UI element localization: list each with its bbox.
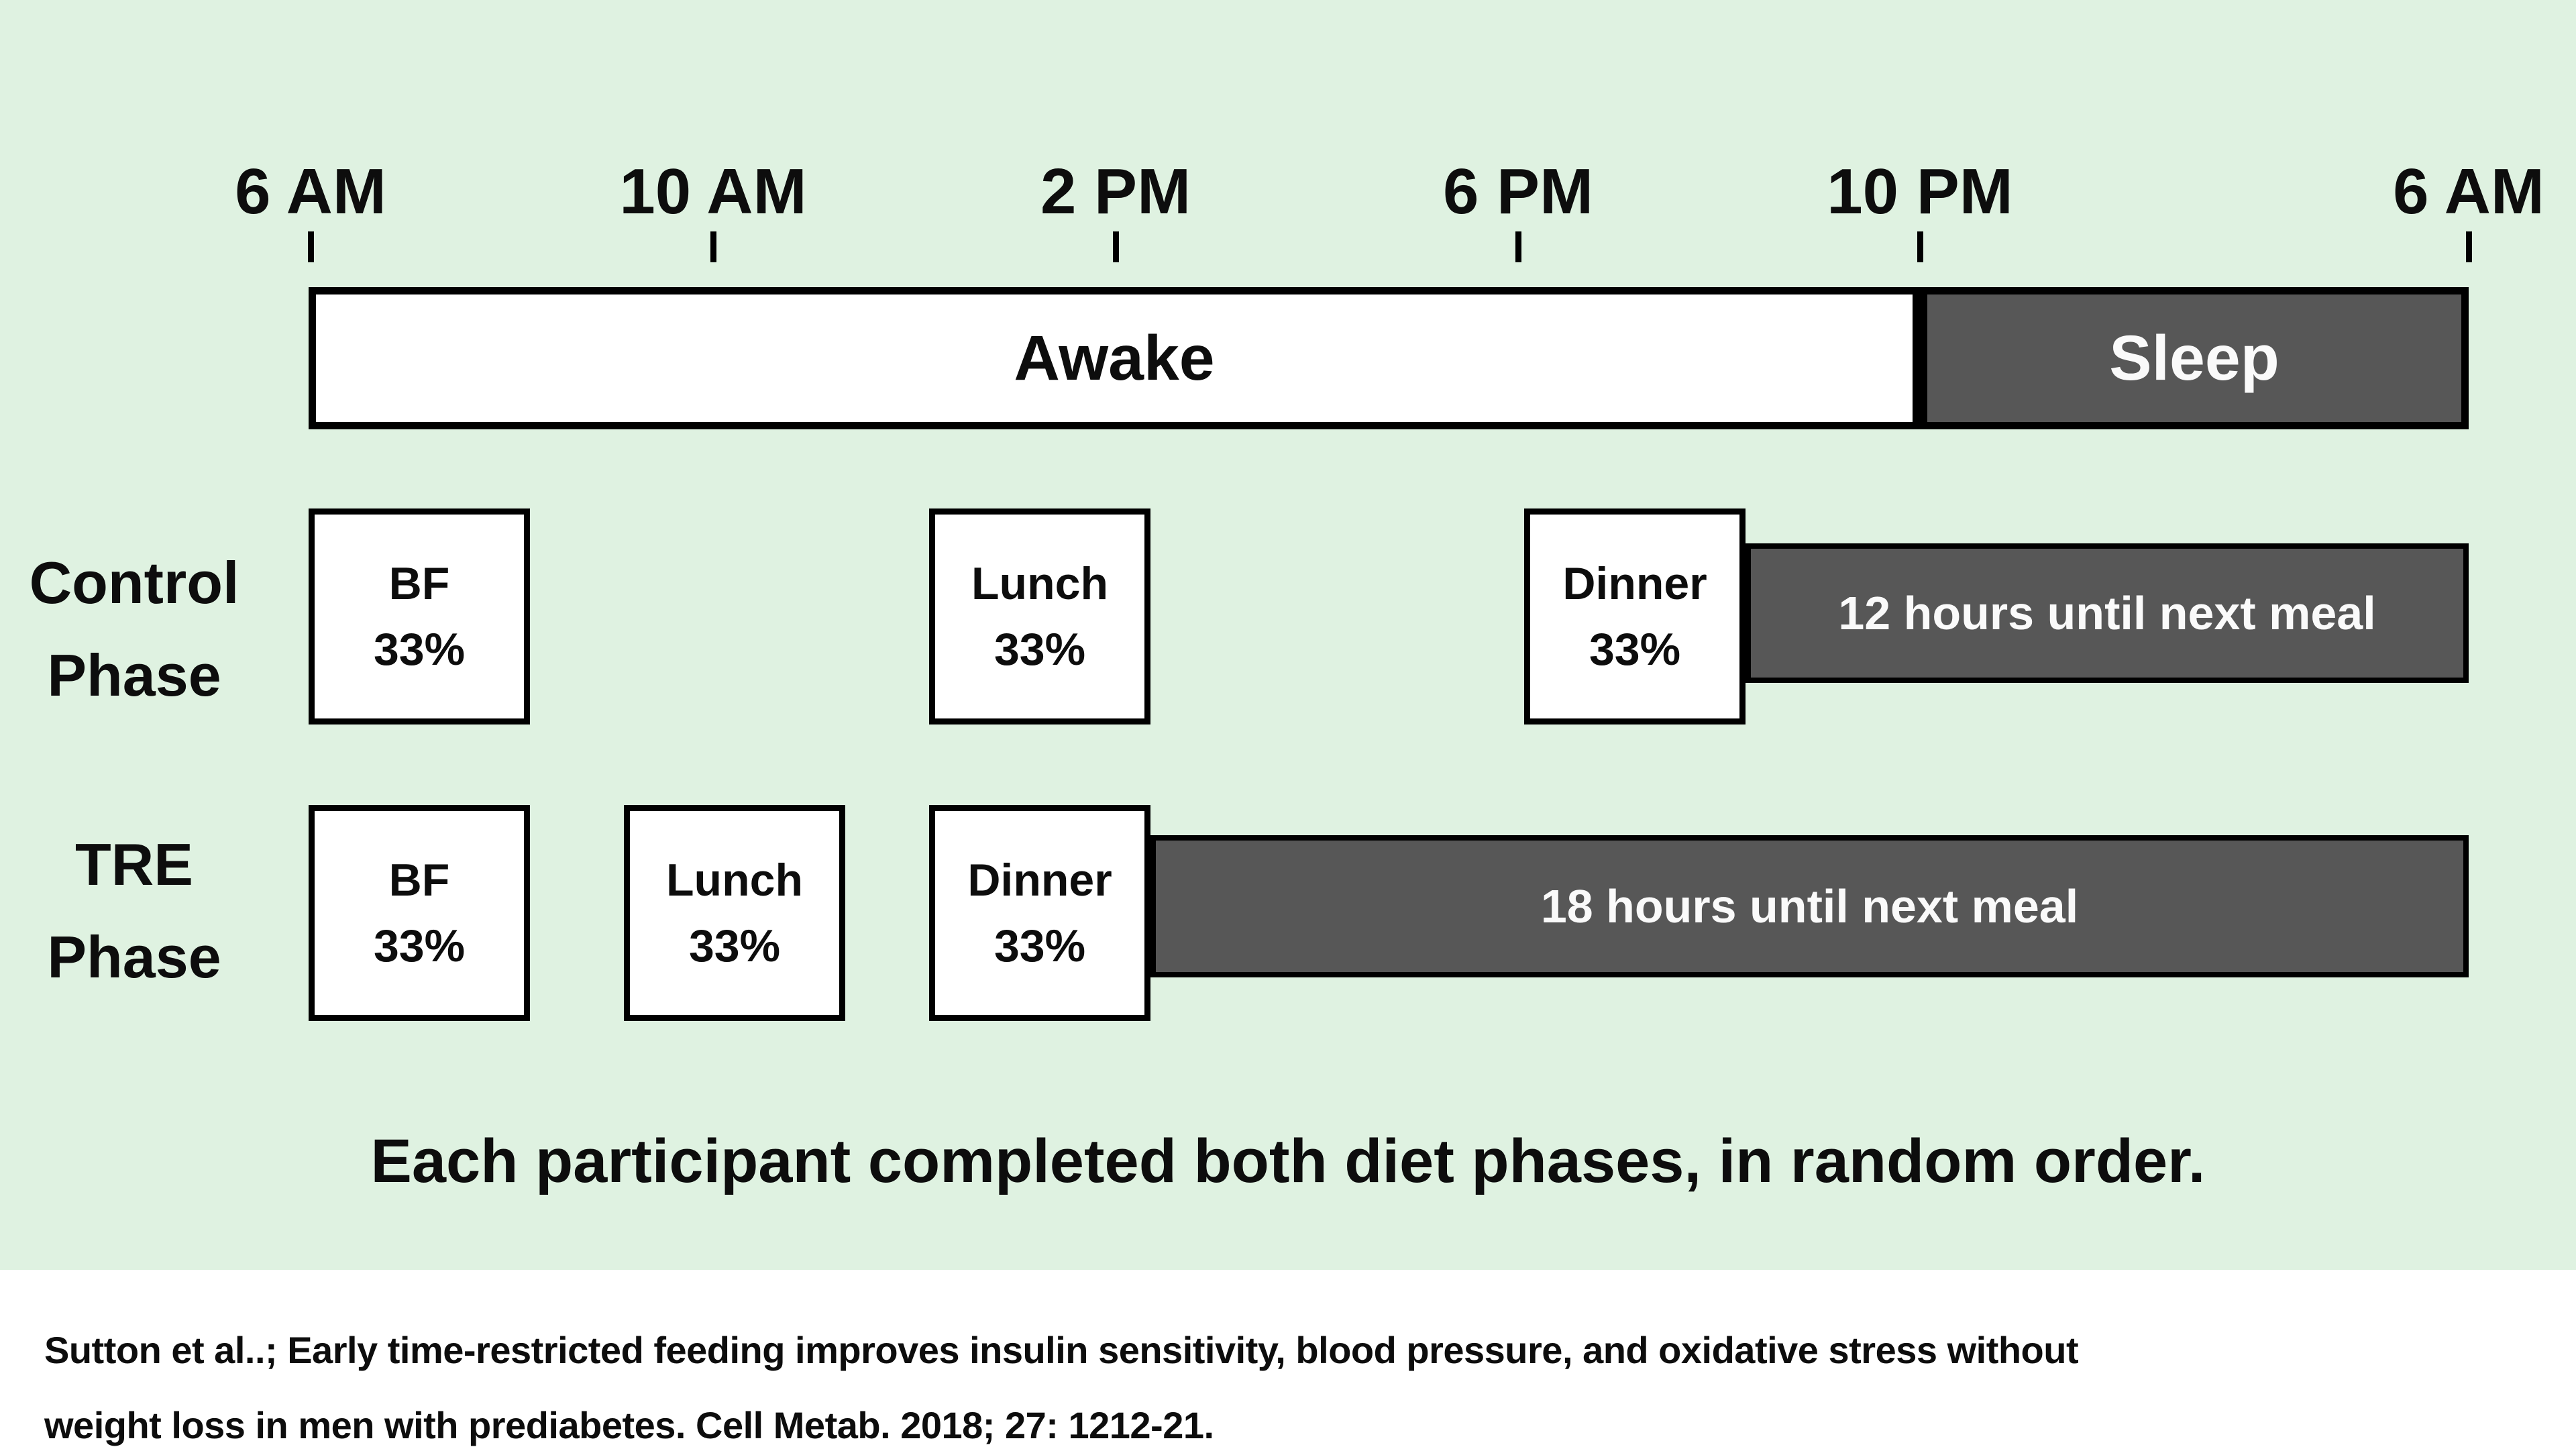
- tick-mark: [1917, 231, 1923, 262]
- meal-name: Dinner: [967, 855, 1112, 906]
- meal-share: 33%: [1589, 624, 1681, 675]
- meal-share: 33%: [994, 920, 1086, 971]
- control-phase-label-line1: Control: [29, 549, 239, 616]
- tick-mark: [308, 231, 314, 262]
- control-breakfast-box: BF 33%: [309, 508, 530, 724]
- citation-line2: weight loss in men with prediabetes. Cel…: [44, 1404, 1214, 1446]
- meal-share: 33%: [373, 624, 466, 675]
- tick-mark: [1515, 231, 1521, 262]
- meal-name: Lunch: [666, 855, 803, 906]
- meal-name: Dinner: [1562, 558, 1707, 609]
- awake-bar: Awake: [309, 287, 1920, 429]
- tick-mark: [710, 231, 716, 262]
- meal-share: 33%: [373, 920, 466, 971]
- tre-fasting-label: 18 hours until next meal: [1540, 880, 2079, 932]
- control-fasting-bar: 12 hours until next meal: [1746, 543, 2469, 683]
- citation-text: Sutton et al..; Early time-restricted fe…: [44, 1313, 2079, 1449]
- tick-label-10am: 10 AM: [619, 156, 807, 227]
- control-phase-label-line2: Phase: [47, 642, 221, 708]
- awake-label: Awake: [1014, 322, 1215, 394]
- tick-label-10pm: 10 PM: [1827, 156, 2013, 227]
- tre-phase-label-line2: Phase: [47, 924, 221, 990]
- citation-footer: Sutton et al..; Early time-restricted fe…: [0, 1270, 2576, 1449]
- meal-name: BF: [388, 558, 450, 609]
- tick-label-6am: 6 AM: [235, 156, 386, 227]
- tre-fasting-bar: 18 hours until next meal: [1150, 835, 2469, 977]
- tre-breakfast-box: BF 33%: [309, 805, 530, 1021]
- meal-share: 33%: [688, 920, 781, 971]
- control-phase-label: Control Phase: [0, 537, 268, 722]
- meal-name: BF: [388, 855, 450, 906]
- meal-share: 33%: [994, 624, 1086, 675]
- tre-phase-label-line1: TRE: [75, 831, 193, 898]
- tre-dinner-box: Dinner 33%: [929, 805, 1150, 1021]
- caption: Each participant completed both diet pha…: [370, 1127, 2206, 1195]
- tre-phase-label: TRE Phase: [0, 818, 268, 1004]
- tre-lunch-box: Lunch 33%: [624, 805, 845, 1021]
- tick-label-6pm: 6 PM: [1442, 156, 1594, 227]
- sleep-label: Sleep: [2109, 322, 2279, 394]
- control-lunch-box: Lunch 33%: [929, 508, 1150, 724]
- tick-mark: [1113, 231, 1119, 262]
- sleep-bar: Sleep: [1920, 287, 2469, 429]
- control-dinner-box: Dinner 33%: [1524, 508, 1746, 724]
- meal-name: Lunch: [971, 558, 1108, 609]
- citation-line1: Sutton et al..; Early time-restricted fe…: [44, 1329, 2079, 1371]
- tick-label-2pm: 2 PM: [1040, 156, 1191, 227]
- control-fasting-label: 12 hours until next meal: [1838, 587, 2376, 639]
- tick-label-6am-2: 6 AM: [2393, 156, 2544, 227]
- tick-mark: [2466, 231, 2472, 262]
